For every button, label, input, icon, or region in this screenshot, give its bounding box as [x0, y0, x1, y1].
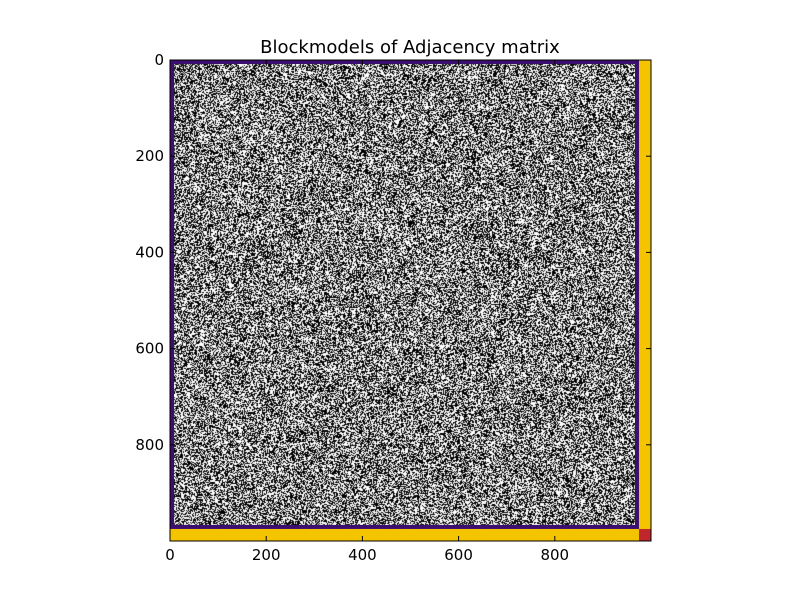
heatmap-layer: [170, 60, 651, 541]
adjacency-matrix-image: [170, 60, 651, 541]
chart-title: Blockmodels of Adjacency matrix: [260, 37, 560, 58]
axes-frame: [169, 59, 652, 542]
block-2: [170, 528, 639, 541]
x-tick-label: 600: [444, 546, 473, 564]
block-3: [638, 528, 651, 541]
tick-labels-layer: 0 200 400 600 800 0 200 400 600 800: [135, 51, 569, 564]
y-tick-label: 400: [135, 243, 164, 261]
y-tick-label: 800: [135, 436, 164, 454]
x-tick-label: 400: [348, 546, 377, 564]
y-tick-label: 200: [135, 147, 164, 165]
blocks-layer: [170, 60, 651, 541]
block-0: [170, 60, 639, 529]
x-tick-label: 0: [165, 546, 175, 564]
x-tick-label: 200: [252, 546, 281, 564]
x-tick-label: 800: [540, 546, 569, 564]
y-tick-label: 0: [154, 51, 164, 69]
block-1: [638, 60, 651, 529]
y-tick-label: 600: [135, 340, 164, 358]
